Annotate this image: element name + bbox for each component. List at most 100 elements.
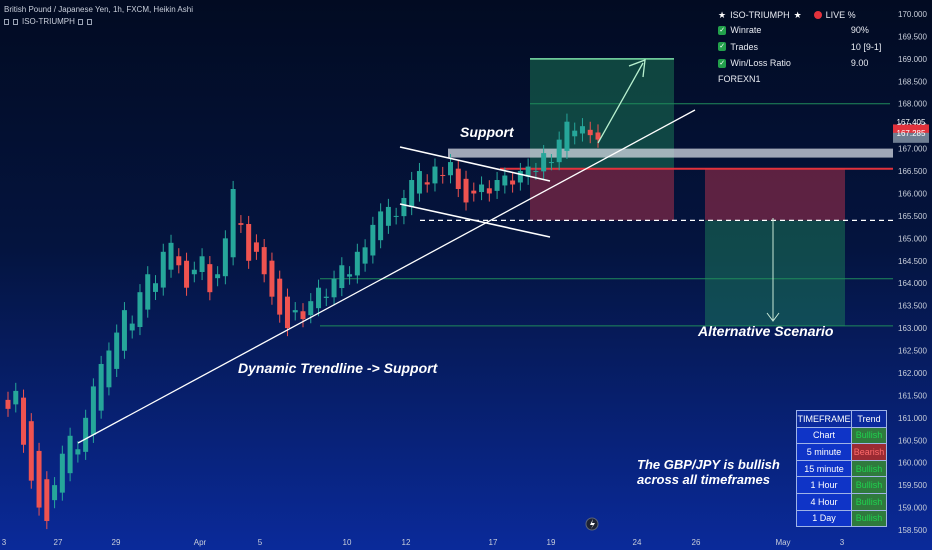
bullish-arrow-head xyxy=(628,59,646,78)
timeframe-trend-table: TIMEFRAME Trend Chart Bullish 5 minute B… xyxy=(796,410,887,528)
channel-bottom-line xyxy=(399,203,551,238)
stats-title-row: ★ ISO-TRIUMPH ★ LIVE % xyxy=(718,8,888,22)
more-icon[interactable] xyxy=(86,19,92,25)
price-tick-label: 162.000 xyxy=(898,369,927,378)
candle-body xyxy=(316,287,322,309)
price-tick-label: 170.000 xyxy=(898,10,927,19)
indicator-name: ISO-TRIUMPH xyxy=(22,17,75,26)
table-row: 15 minute Bullish xyxy=(796,459,887,478)
eye-icon[interactable] xyxy=(4,19,9,25)
candle-body xyxy=(378,211,384,241)
hide-icon[interactable] xyxy=(77,19,83,25)
trend-cell: Bullish xyxy=(851,509,887,528)
candle-body xyxy=(525,166,531,177)
candle-body xyxy=(238,223,244,225)
price-tick-label: 161.000 xyxy=(898,414,927,423)
candle-body xyxy=(191,269,197,275)
candle-body xyxy=(222,238,228,277)
candle-body xyxy=(416,171,422,194)
candle-body xyxy=(572,130,578,137)
candle-body xyxy=(28,421,34,481)
candle-body xyxy=(579,126,585,134)
price-tick-label: 166.000 xyxy=(898,189,927,198)
channel-top-line xyxy=(399,146,551,182)
summary-text: The GBP/JPY is bullish across all timefr… xyxy=(637,457,780,487)
time-tick-label: 3 xyxy=(2,538,7,547)
price-tick-label: 163.500 xyxy=(898,302,927,311)
candle-body xyxy=(440,174,446,176)
candle-body xyxy=(153,283,158,292)
candle-body xyxy=(385,206,391,226)
time-tick-label: 3 xyxy=(840,538,845,547)
last-price-tag: 167.405 xyxy=(896,118,926,127)
price-tick-label: 165.000 xyxy=(898,234,927,243)
symbol-title: British Pound / Japanese Yen, 1h, FXCM, … xyxy=(4,5,193,14)
price-tick-label: 164.000 xyxy=(898,279,927,288)
settings-icon[interactable] xyxy=(13,19,18,25)
candle-body xyxy=(548,162,554,164)
timeframe-cell: Chart xyxy=(796,426,852,445)
live-dot-icon xyxy=(813,11,822,19)
candle-body xyxy=(13,390,19,405)
dynamic-trendline xyxy=(77,109,696,444)
candle-body xyxy=(463,178,469,203)
price-tick-label: 159.500 xyxy=(898,481,927,490)
trend-cell: Bearish xyxy=(851,443,887,461)
star-icon: ★ xyxy=(718,9,727,20)
price-axis: 158.500 159.000 159.500 160.000 160.500 161.0… xyxy=(893,10,929,535)
price-tick-label: 166.500 xyxy=(898,167,927,176)
trade-zones xyxy=(448,58,893,326)
summary-line: across all timeframes xyxy=(637,472,770,487)
candle-body xyxy=(556,139,562,163)
bearish-arrow-head xyxy=(766,312,780,322)
candle-body xyxy=(354,251,360,276)
time-tick-label: 12 xyxy=(402,538,411,547)
stats-label: Winrate xyxy=(730,25,762,36)
candle-body xyxy=(432,166,438,184)
check-icon: ✓ xyxy=(718,58,727,68)
candle-body xyxy=(129,323,135,331)
stats-row: ✓ Winrate 90% xyxy=(718,22,888,39)
price-tick-label: 164.500 xyxy=(898,257,927,266)
candle-body xyxy=(44,479,50,522)
stats-title: ISO-TRIUMPH xyxy=(730,10,790,20)
strategy-stats-panel: ★ ISO-TRIUMPH ★ LIVE % ✓ Winrate 90% ✓ T… xyxy=(718,8,888,84)
candle-body xyxy=(502,175,508,186)
candle-body xyxy=(137,292,143,328)
time-tick-label: 27 xyxy=(54,538,63,547)
stats-label: Win/Loss Ratio xyxy=(730,58,791,69)
stats-value: 9.00 xyxy=(850,58,869,69)
time-tick-label: 24 xyxy=(633,538,642,547)
indicator-legend[interactable]: ISO-TRIUMPH xyxy=(4,16,193,28)
candle-body xyxy=(455,168,461,189)
candle-body xyxy=(160,251,166,288)
candle-body xyxy=(300,311,306,320)
price-tag-bg xyxy=(893,124,929,135)
price-tick-label: 168.000 xyxy=(898,100,927,109)
candle-body xyxy=(471,190,477,194)
timeframe-cell: 1 Day xyxy=(796,509,852,528)
trend-cell: Bullish xyxy=(851,492,887,511)
candle-body xyxy=(121,310,127,351)
table-row: Chart Bullish xyxy=(796,426,887,445)
time-tick-label: 17 xyxy=(489,538,498,547)
drawn-lines xyxy=(77,59,780,444)
candle-body xyxy=(533,171,539,173)
dynamic-trendline-label: Dynamic Trendline -> Support xyxy=(238,360,438,376)
lightning-icon[interactable] xyxy=(585,517,599,531)
support-label: Support xyxy=(460,124,514,140)
trend-cell: Bullish xyxy=(851,476,887,494)
price-tick-label: 167.000 xyxy=(898,145,927,154)
candles xyxy=(5,113,601,530)
check-icon: ✓ xyxy=(718,25,727,35)
alternative-scenario-label: Alternative Scenario xyxy=(698,323,834,339)
table-row: 1 Day Bullish xyxy=(796,509,887,528)
candle-body xyxy=(479,184,485,193)
candle-body xyxy=(595,132,601,140)
candle-body xyxy=(292,310,298,313)
candle-body xyxy=(207,264,213,293)
time-axis: 3 27 29 Apr 5 10 12 17 19 24 26 May 3 xyxy=(2,538,845,547)
bullish-arrow-line xyxy=(597,62,644,144)
check-icon: ✓ xyxy=(718,42,727,52)
